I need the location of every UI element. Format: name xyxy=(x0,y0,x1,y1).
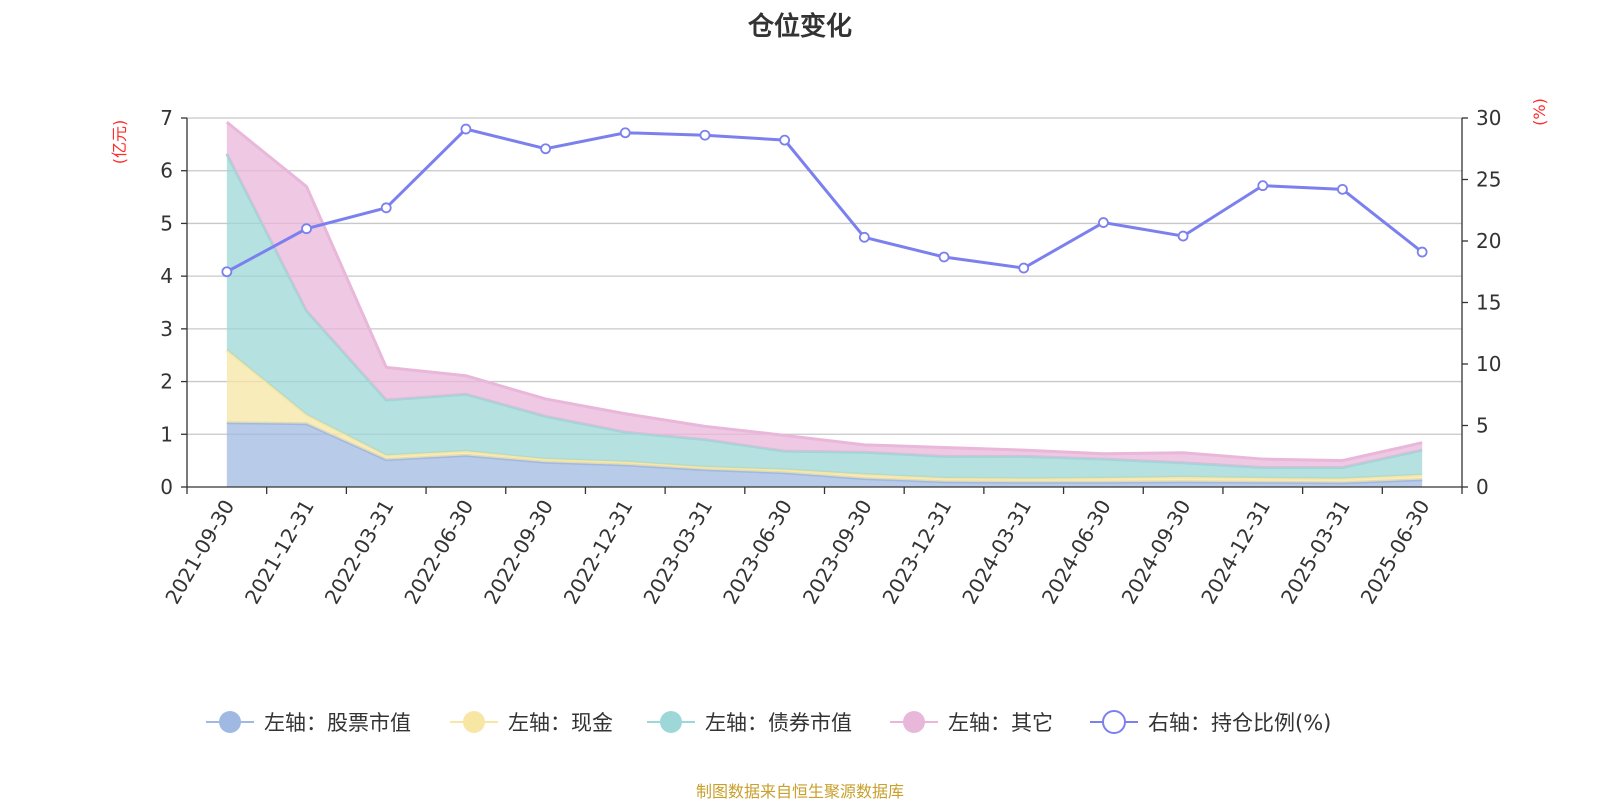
x-axis-tick-label: 2024-09-30 xyxy=(1117,496,1196,609)
legend-marker xyxy=(219,711,241,733)
legend-item[interactable]: 左轴：现金 xyxy=(450,711,613,735)
right-axis-unit: (%) xyxy=(1530,98,1549,126)
ratio-point xyxy=(380,202,392,214)
right-axis-tick-label: 30 xyxy=(1476,106,1501,130)
legend-item[interactable]: 右轴：持仓比例(%) xyxy=(1090,710,1331,735)
legend-item[interactable]: 左轴：债券市值 xyxy=(647,711,852,735)
legend-marker xyxy=(660,711,682,733)
right-axis-tick-label: 15 xyxy=(1476,291,1501,315)
ratio-point xyxy=(1018,262,1030,274)
legend-marker xyxy=(903,711,925,733)
ratio-point xyxy=(540,143,551,155)
x-axis-tick-label: 2021-12-31 xyxy=(240,496,319,609)
line-series xyxy=(221,123,1428,278)
left-axis-unit: (亿元) xyxy=(110,120,129,165)
ratio-point xyxy=(221,266,233,278)
left-axis-tick-label: 1 xyxy=(160,422,173,446)
x-axis-tick-label: 2022-06-30 xyxy=(399,496,478,609)
ratio-point xyxy=(1257,180,1269,192)
x-axis-tick-label: 2022-12-31 xyxy=(559,496,638,609)
right-axis-tick-label: 10 xyxy=(1476,352,1501,376)
legend-label: 左轴：债券市值 xyxy=(705,711,852,735)
legend-label: 左轴：现金 xyxy=(508,711,613,735)
ratio-line xyxy=(226,127,1424,274)
ratio-point xyxy=(1177,230,1189,242)
x-axis-tick-label: 2023-03-31 xyxy=(638,496,717,609)
ratio-point xyxy=(858,231,870,243)
area-fill xyxy=(226,153,1423,479)
legend-marker xyxy=(1102,710,1126,734)
x-axis-tick-label: 2023-09-30 xyxy=(798,496,877,609)
legend-marker xyxy=(463,711,485,733)
legend-item[interactable]: 左轴：其它 xyxy=(890,711,1053,735)
ratio-point xyxy=(1098,217,1109,228)
ratio-point xyxy=(1337,183,1348,195)
left-axis-tick-label: 2 xyxy=(160,370,173,394)
left-axis-tick-label: 7 xyxy=(160,106,173,130)
left-axis-tick-label: 5 xyxy=(160,211,173,235)
x-axis-tick-label: 2024-12-31 xyxy=(1196,496,1275,609)
ratio-point xyxy=(699,129,711,141)
area-series xyxy=(225,121,1423,487)
ratio-point xyxy=(619,127,631,139)
right-axis-tick-label: 20 xyxy=(1476,229,1501,253)
ratio-point xyxy=(779,134,791,146)
legend[interactable]: 左轴：股票市值 左轴：现金 左轴：债券市值 左轴：其它 右轴：持仓比例(%) xyxy=(206,710,1331,735)
legend-item[interactable]: 左轴：股票市值 xyxy=(206,711,411,735)
legend-label: 左轴：其它 xyxy=(948,711,1053,735)
x-axis-tick-label: 2023-06-30 xyxy=(718,496,797,609)
right-axis-tick-label: 0 xyxy=(1476,475,1489,499)
x-axis-tick-label: 2025-06-30 xyxy=(1356,496,1435,609)
left-axis-tick-label: 4 xyxy=(160,264,173,288)
chart-title: 仓位变化 xyxy=(747,12,852,42)
x-axis-tick-label: 2022-09-30 xyxy=(479,496,558,609)
area-fill xyxy=(226,422,1423,487)
legend-label: 左轴：股票市值 xyxy=(264,711,411,735)
left-axis-tick-label: 3 xyxy=(160,317,173,341)
x-axis-tick-label: 2021-09-30 xyxy=(160,496,239,609)
ratio-point xyxy=(1416,246,1428,258)
x-axis-tick-label: 2024-03-31 xyxy=(957,496,1036,609)
ratio-point xyxy=(938,251,950,263)
right-axis-tick-label: 25 xyxy=(1476,168,1501,192)
x-axis-tick-label: 2025-03-31 xyxy=(1276,496,1355,609)
right-axis-tick-label: 5 xyxy=(1476,414,1489,438)
left-axis-tick-label: 6 xyxy=(160,159,173,183)
left-axis-tick-label: 0 xyxy=(160,475,173,499)
source-note: 制图数据来自恒生聚源数据库 xyxy=(695,782,904,801)
x-axis-tick-label: 2022-03-31 xyxy=(320,496,399,609)
area-line xyxy=(225,121,1423,463)
legend-label: 右轴：持仓比例(%) xyxy=(1148,711,1331,735)
x-axis-tick-label: 2023-12-31 xyxy=(877,496,956,609)
ratio-point xyxy=(460,123,472,135)
x-axis-tick-label: 2024-06-30 xyxy=(1037,496,1116,609)
ratio-point xyxy=(301,223,312,235)
